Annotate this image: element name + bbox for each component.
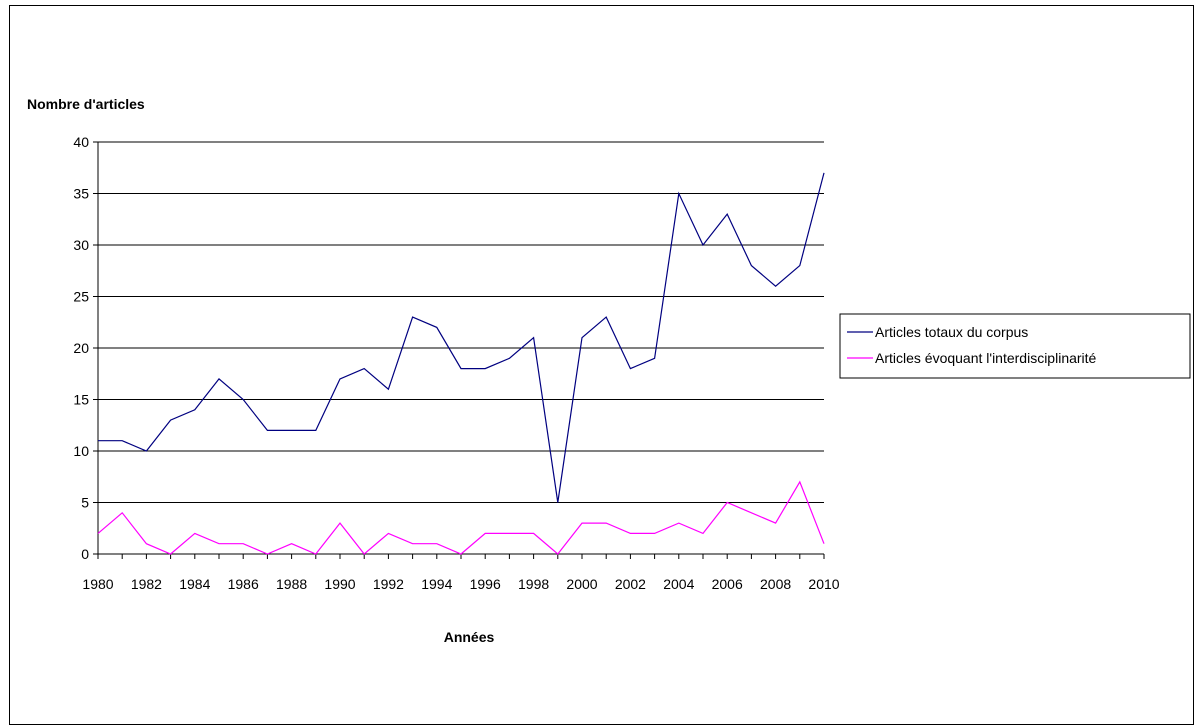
x-tick-label: 1986 xyxy=(228,576,259,592)
x-tick-label: 2006 xyxy=(712,576,743,592)
x-tick-label: 2000 xyxy=(566,576,597,592)
x-tick-label: 1990 xyxy=(324,576,355,592)
legend-label: Articles totaux du corpus xyxy=(875,324,1028,340)
y-tick-label: 35 xyxy=(73,186,89,202)
y-tick-label: 25 xyxy=(73,289,89,305)
x-tick-label: 2008 xyxy=(760,576,791,592)
series-line-1 xyxy=(98,173,824,503)
x-tick-label: 1992 xyxy=(373,576,404,592)
y-tick-label: 0 xyxy=(81,546,89,562)
series-lines xyxy=(98,173,824,554)
x-tick-label: 1998 xyxy=(518,576,549,592)
x-tick-label: 2004 xyxy=(663,576,694,592)
x-tick-labels: 1980 1982 1984 1986 1988 1990 1992 1994 1996 1998… xyxy=(82,576,839,592)
y-tick-label: 10 xyxy=(73,443,89,459)
x-tick-label: 1996 xyxy=(470,576,501,592)
x-tick-label: 2002 xyxy=(615,576,646,592)
x-tick-label: 1994 xyxy=(421,576,452,592)
y-tick-labels: 0 5 10 15 20 25 30 35 40 xyxy=(73,134,89,562)
legend-label: Articles évoquant l'interdisciplinarité xyxy=(875,350,1097,366)
y-tick-label: 30 xyxy=(73,237,89,253)
x-tick-label: 1984 xyxy=(179,576,210,592)
y-tick-label: 5 xyxy=(81,495,89,511)
axes xyxy=(93,142,824,559)
y-tick-label: 40 xyxy=(73,134,89,150)
y-tick-label: 20 xyxy=(73,340,89,356)
y-tick-label: 15 xyxy=(73,392,89,408)
legend: Articles totaux du corpus Articles évoqua… xyxy=(840,314,1190,378)
x-axis-title: Années xyxy=(444,629,495,645)
series-line-2 xyxy=(98,482,824,554)
x-tick-label: 2010 xyxy=(808,576,839,592)
x-tick-label: 1988 xyxy=(276,576,307,592)
y-axis-title: Nombre d'articles xyxy=(27,96,145,112)
grid-lines xyxy=(98,142,824,503)
x-tick-label: 1982 xyxy=(131,576,162,592)
x-tick-label: 1980 xyxy=(82,576,113,592)
